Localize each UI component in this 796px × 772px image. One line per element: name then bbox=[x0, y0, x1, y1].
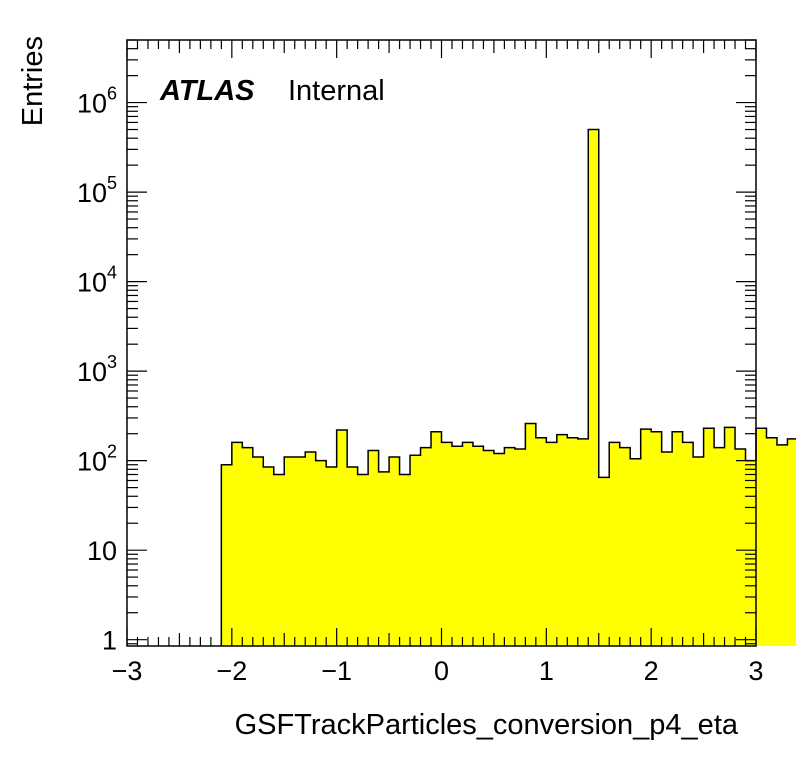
histogram-bin bbox=[326, 466, 337, 646]
histogram-bin bbox=[787, 438, 796, 646]
x-tick-label: 2 bbox=[644, 656, 659, 686]
histogram-bin bbox=[651, 431, 662, 646]
x-axis-ticks bbox=[126, 40, 757, 646]
y-tick-label: 103 bbox=[77, 352, 117, 387]
y-tick-label: 10 bbox=[87, 536, 117, 566]
histogram-bin bbox=[347, 466, 358, 646]
histogram-bin bbox=[252, 456, 264, 646]
histogram-bin bbox=[546, 442, 558, 646]
y-axis-ticks bbox=[127, 39, 756, 645]
histogram-bin bbox=[588, 129, 600, 646]
histogram-bin bbox=[661, 451, 673, 646]
histogram-bin bbox=[305, 451, 316, 646]
histogram-bin bbox=[483, 450, 495, 646]
histogram-bin bbox=[231, 442, 243, 646]
histogram-bin bbox=[567, 437, 579, 646]
x-tick-label: 0 bbox=[434, 656, 449, 686]
histogram-bin bbox=[745, 460, 757, 646]
histogram-bin bbox=[556, 434, 568, 646]
histogram-bin bbox=[431, 431, 442, 646]
histogram-bin bbox=[724, 427, 736, 646]
y-tick-label: 102 bbox=[77, 442, 117, 477]
histogram-bin bbox=[462, 442, 474, 646]
histogram-bin bbox=[525, 423, 537, 646]
histogram-outline bbox=[220, 128, 796, 646]
histogram-bin bbox=[682, 442, 694, 646]
histogram-bin bbox=[389, 456, 400, 646]
histogram-bin bbox=[619, 447, 631, 646]
x-axis-label: GSFTrackParticles_conversion_p4_eta bbox=[235, 709, 739, 741]
y-tick-label: 106 bbox=[77, 84, 117, 119]
histogram-bars bbox=[221, 129, 796, 646]
histogram-bin bbox=[630, 458, 641, 646]
atlas-label: ATLAS bbox=[159, 75, 255, 107]
histogram-bin bbox=[598, 477, 610, 646]
histogram-bin bbox=[766, 437, 778, 646]
histogram-bin bbox=[273, 474, 285, 646]
histogram-bin bbox=[221, 464, 233, 646]
y-tick-label: 104 bbox=[77, 263, 117, 298]
x-tick-label: −2 bbox=[216, 656, 247, 686]
histogram-bin bbox=[640, 429, 652, 646]
histogram-bin bbox=[357, 474, 369, 646]
histogram-bin bbox=[410, 455, 421, 646]
histogram-bin bbox=[263, 466, 275, 646]
histogram-bin bbox=[714, 447, 725, 646]
histogram-bin bbox=[756, 428, 767, 646]
histogram-bin bbox=[378, 471, 390, 646]
histogram-bin bbox=[441, 442, 453, 646]
histogram-bin bbox=[472, 446, 484, 646]
y-tick-label: 1 bbox=[102, 626, 117, 656]
y-axis-label: Entries bbox=[17, 36, 49, 126]
histogram-bin bbox=[577, 438, 589, 646]
histogram-bin bbox=[284, 456, 296, 646]
histogram-bin bbox=[315, 460, 327, 646]
histogram-bin bbox=[672, 431, 683, 646]
x-tick-label: −3 bbox=[112, 656, 143, 686]
x-tick-label: −1 bbox=[321, 656, 352, 686]
status-label: Internal bbox=[288, 75, 385, 107]
histogram-bin bbox=[609, 442, 621, 646]
histogram-bin bbox=[776, 444, 788, 646]
histogram-bin bbox=[493, 453, 505, 646]
y-tick-label: 105 bbox=[77, 173, 117, 208]
histogram-bin bbox=[514, 448, 526, 646]
histogram-bin bbox=[336, 429, 348, 646]
histogram-bin bbox=[420, 447, 432, 646]
histogram-bin bbox=[535, 437, 547, 646]
histogram-bin bbox=[399, 474, 411, 646]
x-tick-label: 3 bbox=[748, 656, 763, 686]
histogram-bin bbox=[703, 428, 715, 646]
histogram-bin bbox=[294, 456, 306, 646]
histogram-bin bbox=[451, 446, 463, 646]
histogram-bin bbox=[368, 450, 379, 646]
y-axis-tick-labels: 1 10 102 103 104 105 106 bbox=[77, 84, 117, 656]
histogram-bin bbox=[504, 447, 516, 646]
histogram-bin bbox=[735, 448, 746, 646]
x-tick-label: 1 bbox=[539, 656, 554, 686]
x-axis-tick-labels: −3 −2 −1 0 1 2 3 bbox=[112, 656, 764, 686]
histogram-bin bbox=[242, 447, 254, 646]
histogram-bin bbox=[693, 456, 704, 646]
